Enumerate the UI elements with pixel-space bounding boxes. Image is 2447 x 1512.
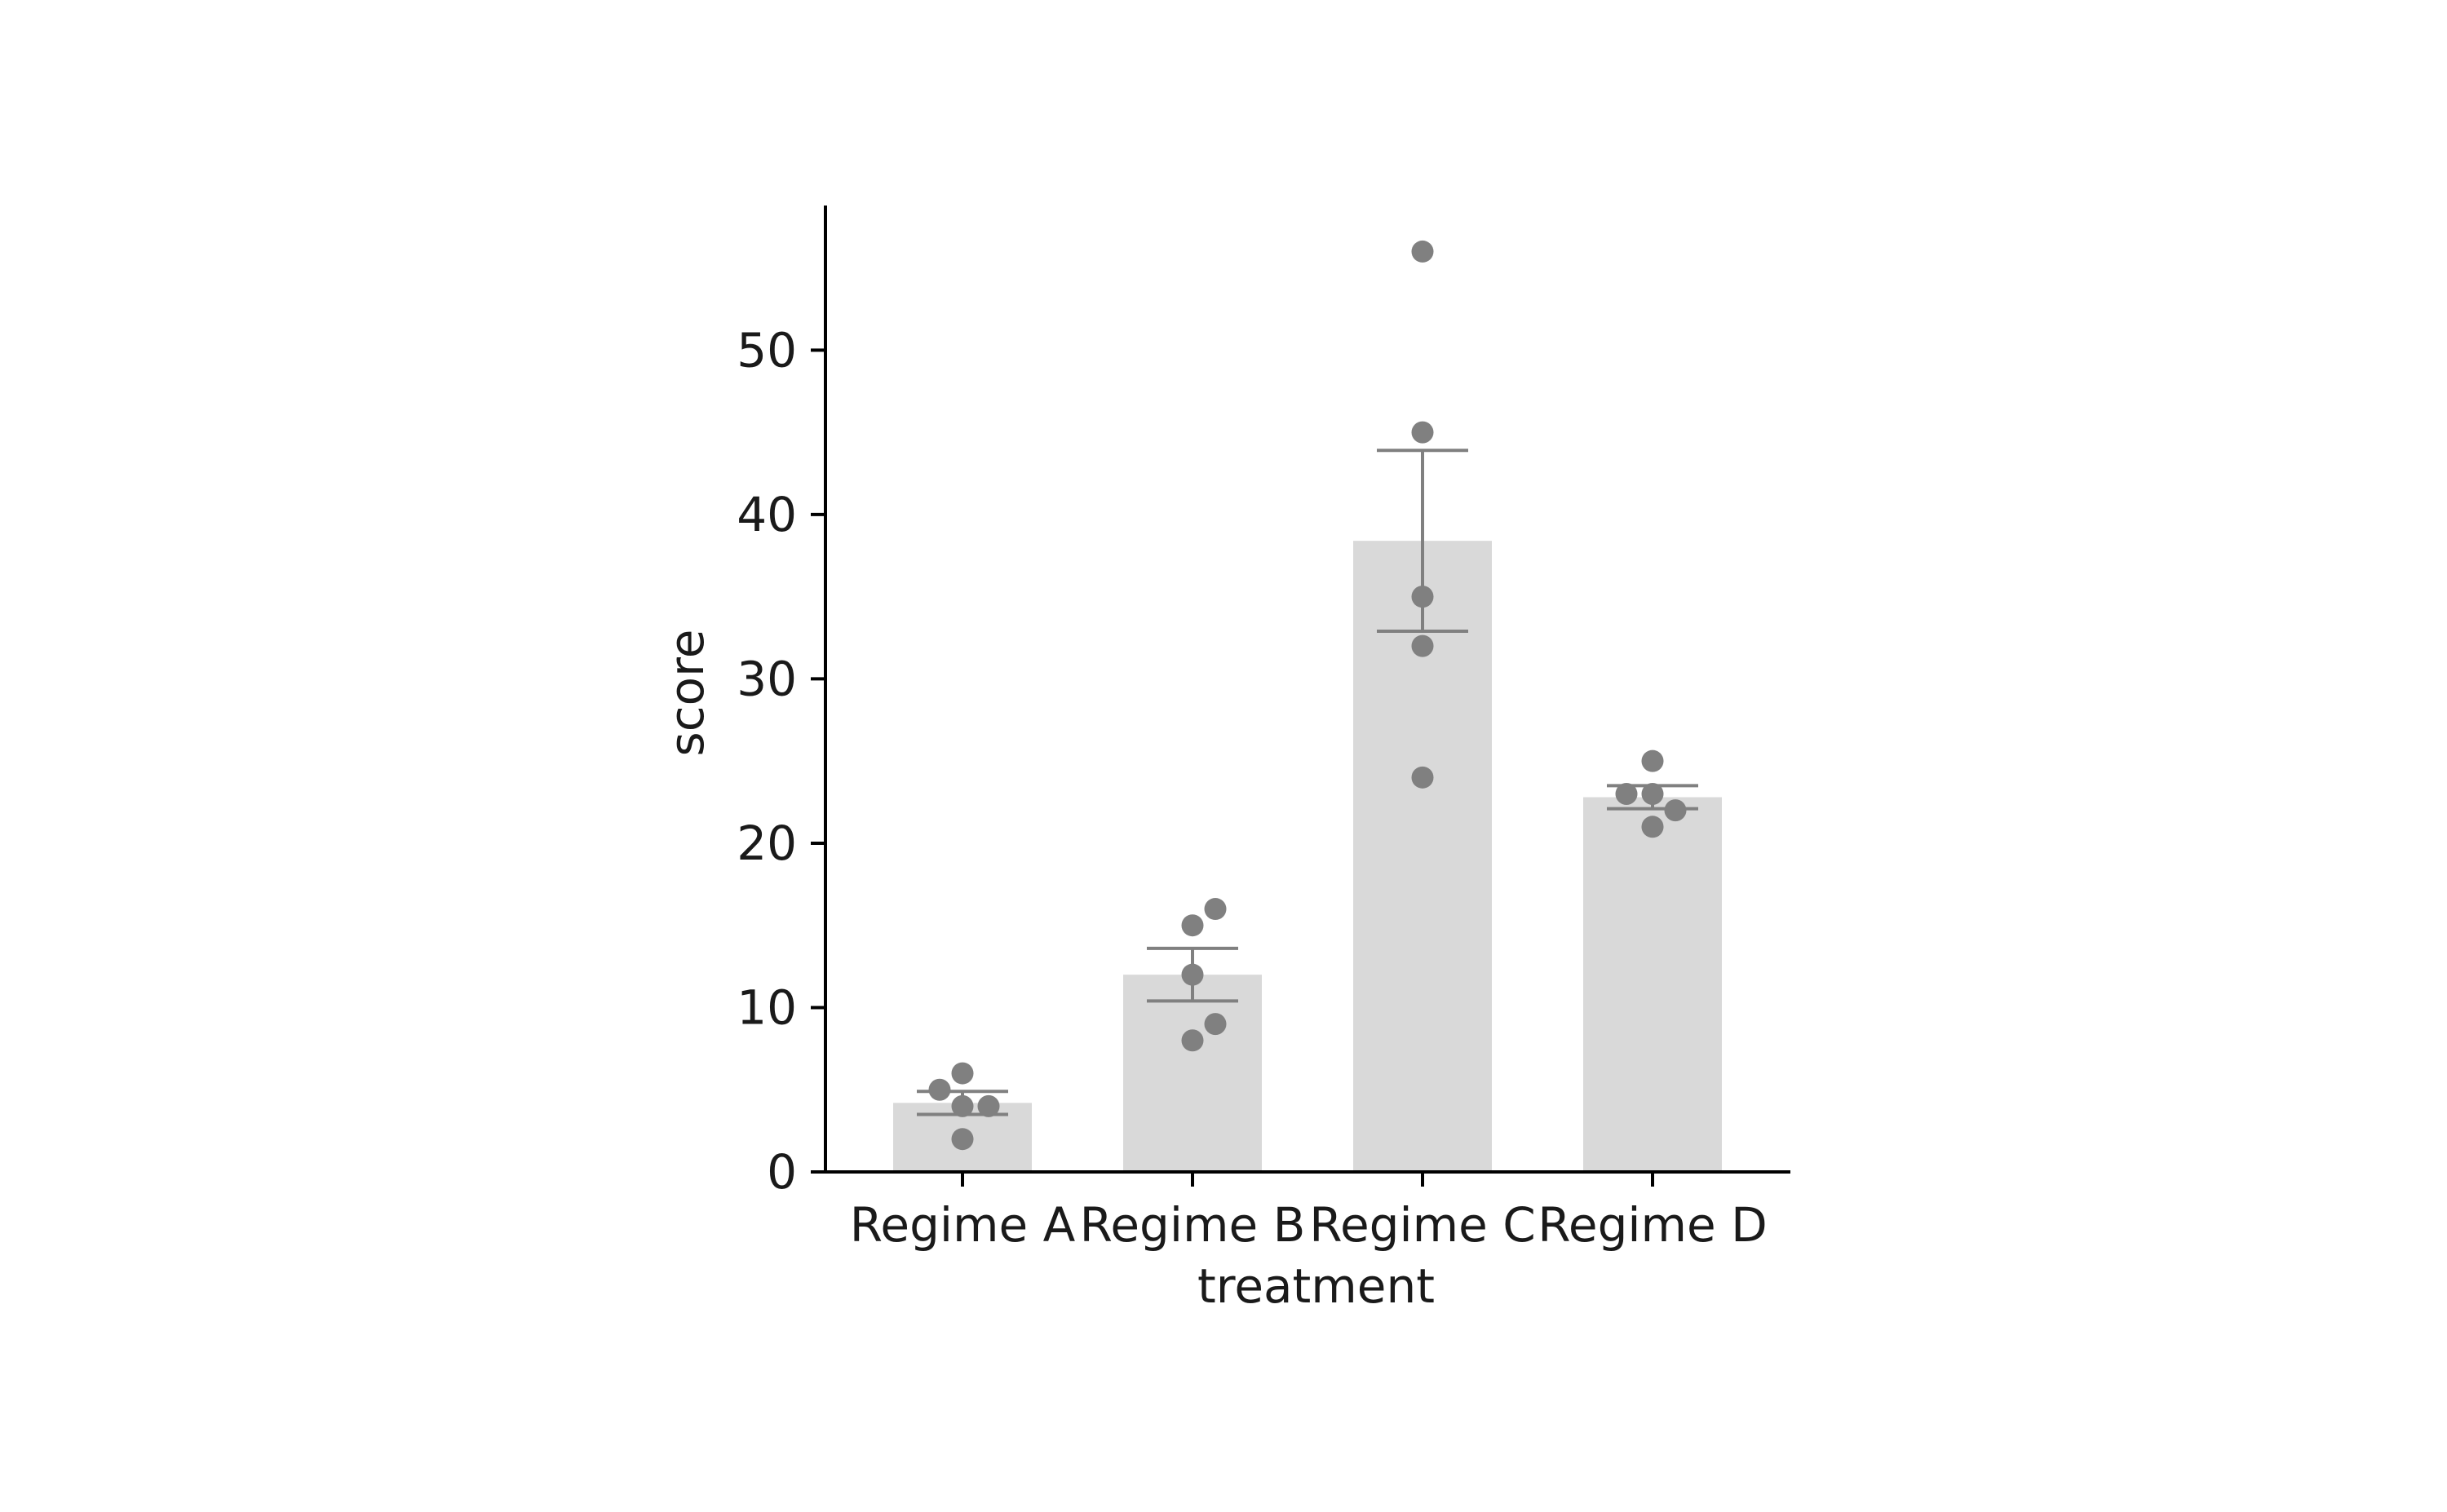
y-axis-label: score [659, 630, 715, 757]
data-point-regime-d [1615, 782, 1638, 805]
data-point-regime-b [1204, 898, 1227, 921]
y-tick-label: 0 [767, 1144, 797, 1200]
y-tick-label: 50 [737, 322, 797, 378]
bar-regime-b [1123, 975, 1262, 1172]
x-tick-label-regime-d: Regime D [1538, 1197, 1768, 1253]
data-point-regime-c [1411, 634, 1434, 657]
data-point-regime-c [1411, 766, 1434, 789]
data-point-regime-d [1664, 799, 1687, 822]
x-ticks: Regime A Regime B Regime C Regime D [850, 1172, 1768, 1253]
axes-layer [824, 206, 1790, 1174]
y-tick-label: 10 [737, 979, 797, 1035]
data-point-regime-a [951, 1062, 974, 1085]
y-tick-label: 40 [737, 487, 797, 542]
x-tick-label-regime-a: Regime A [850, 1197, 1076, 1253]
data-point-regime-c [1411, 421, 1434, 444]
y-ticks: 0 10 20 30 40 50 [737, 322, 825, 1200]
data-point-regime-d [1641, 749, 1664, 772]
y-tick-label: 20 [737, 816, 797, 871]
error-bars-layer [917, 449, 1698, 1116]
data-point-regime-b [1204, 1013, 1227, 1036]
bars-layer [893, 541, 1722, 1172]
data-point-regime-b [1181, 914, 1204, 937]
data-point-regime-a [977, 1094, 1000, 1117]
data-point-regime-d [1641, 782, 1664, 805]
bar-regime-d [1583, 797, 1722, 1172]
data-point-regime-a [951, 1128, 974, 1151]
data-points-layer [928, 240, 1687, 1151]
data-point-regime-c [1411, 586, 1434, 608]
x-axis-label: treatment [1197, 1258, 1435, 1314]
y-tick-label: 30 [737, 651, 797, 706]
data-point-regime-a [928, 1078, 951, 1101]
x-tick-label-regime-c: Regime C [1309, 1197, 1535, 1253]
data-point-regime-a [951, 1094, 974, 1117]
x-tick-label-regime-b: Regime B [1080, 1197, 1306, 1253]
data-point-regime-b [1181, 1029, 1204, 1052]
data-point-regime-d [1641, 816, 1664, 838]
data-point-regime-b [1181, 963, 1204, 986]
data-point-regime-c [1411, 240, 1434, 263]
